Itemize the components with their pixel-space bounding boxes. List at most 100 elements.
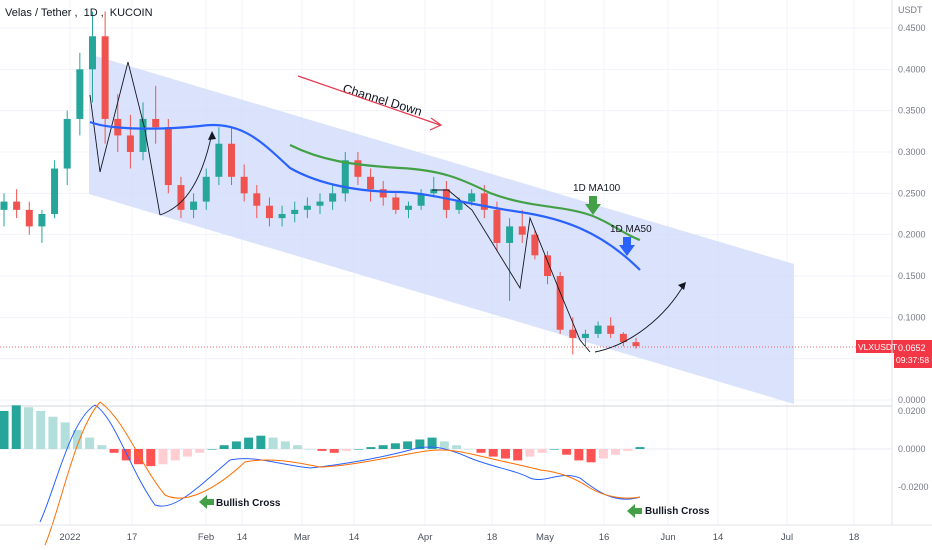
- candle-body: [493, 209, 501, 243]
- macd-histogram-bar: [268, 437, 278, 449]
- macd-histogram-bar: [72, 430, 82, 449]
- candle-body: [139, 118, 147, 152]
- macd-histogram-bar: [195, 449, 205, 453]
- macd-histogram-bar: [525, 449, 535, 457]
- candle-body: [0, 201, 8, 210]
- macd-histogram-bar: [562, 449, 572, 455]
- macd-histogram-bar: [488, 449, 498, 457]
- pair-label: Velas / Tether: [5, 7, 72, 19]
- candle-body: [379, 189, 387, 198]
- candle-body: [88, 36, 96, 70]
- candle-body: [164, 127, 172, 186]
- macd-histogram-bar: [623, 449, 633, 451]
- candle-body: [240, 176, 248, 194]
- candle-body: [607, 325, 615, 334]
- macd-histogram-bar: [48, 416, 58, 449]
- macd-histogram-bar: [134, 449, 144, 465]
- ma100-arrow-icon: [585, 196, 601, 215]
- macd-histogram-bar: [244, 437, 254, 449]
- price-tick-label: 0.4000: [898, 64, 926, 74]
- bullish-cross-arrow-icon-1: [199, 495, 214, 509]
- candle-body: [367, 176, 375, 190]
- macd-histogram-bar: [317, 449, 327, 451]
- macd-histogram-bar: [427, 437, 437, 449]
- price-tick-label: 0.3500: [898, 106, 926, 116]
- candle-body: [316, 201, 324, 206]
- candle-body: [291, 209, 299, 214]
- macd-histogram-bar: [109, 449, 119, 453]
- macd-histogram-bar: [97, 445, 107, 449]
- time-tick-label: May: [536, 532, 554, 543]
- macd-histogram-bar: [598, 449, 608, 459]
- candle-body: [202, 176, 210, 202]
- ma100-line: [289, 144, 641, 242]
- macd-histogram-bar: [366, 447, 376, 449]
- time-tick-label: 14: [713, 532, 724, 543]
- macd-histogram-bar: [403, 441, 413, 449]
- macd-histogram-bar: [500, 449, 510, 459]
- time-tick-label: Mar: [294, 532, 310, 543]
- candle-body: [25, 209, 33, 227]
- candle-body: [594, 325, 602, 334]
- macd-tick-label: 0.0200: [898, 406, 926, 416]
- candle-body: [468, 193, 476, 202]
- candles: [0, 11, 640, 355]
- candle-body: [480, 193, 488, 210]
- ma50-arrow-icon: [619, 237, 635, 256]
- macd-histogram-bar: [329, 449, 339, 453]
- last-price-label: 0.0652: [898, 343, 926, 353]
- ma100-label: 1D MA100: [573, 183, 621, 194]
- ma50-line: [89, 120, 641, 271]
- candle-body: [430, 189, 438, 194]
- macd-histogram-bar: [207, 449, 217, 450]
- macd-histogram-bar: [305, 449, 315, 450]
- zigzag-drawings: [89, 61, 686, 353]
- macd-tick-label: -0.0200: [898, 482, 929, 492]
- price-tick-label: 0.2000: [898, 230, 926, 240]
- macd-histogram-bar: [586, 449, 596, 463]
- time-tick-label: 2022: [59, 532, 80, 543]
- macd-histogram-bar: [464, 449, 474, 450]
- macd-histogram-bar: [60, 422, 70, 449]
- time-tick-label: 16: [599, 532, 610, 543]
- macd-histogram-bar: [11, 405, 21, 449]
- macd-histogram-bar: [439, 441, 449, 449]
- candle-body: [329, 193, 337, 202]
- candle-body: [152, 118, 160, 128]
- exchange-label: KUCOIN: [109, 7, 153, 19]
- time-axis[interactable]: 2022 17 Feb 14 Mar 14 Apr 18 May 16 Jun 14 Jul 18: [59, 532, 859, 543]
- candle-body: [13, 201, 21, 210]
- macd-histogram-bar: [146, 449, 156, 467]
- candle-body: [228, 143, 236, 177]
- macd-histogram-bar: [341, 449, 351, 451]
- chart-title: Velas / Tether, 1D, KUCOIN: [5, 7, 153, 19]
- macd-histogram: [0, 405, 645, 467]
- price-tick-label: 0.1000: [898, 312, 926, 322]
- candle-body: [354, 160, 362, 177]
- time-tick-label: Feb: [198, 532, 214, 543]
- macd-histogram-bar: [354, 449, 364, 450]
- time-tick-label: Jul: [781, 532, 793, 543]
- symbol-badge-label: VLXUSDT: [858, 342, 897, 352]
- price-badge: VLXUSDT 0.0652 09:37:58: [856, 340, 932, 368]
- candle-body: [63, 118, 71, 169]
- candle-body: [101, 36, 109, 119]
- macd-histogram-bar: [476, 449, 486, 453]
- macd-axis[interactable]: 0.0200 0.0000 -0.0200: [898, 406, 929, 492]
- macd-histogram-bar: [219, 445, 229, 449]
- channel-down-area: [89, 54, 794, 404]
- macd-histogram-bar: [121, 449, 131, 461]
- macd-histogram-bar: [280, 441, 290, 449]
- time-tick-label: 14: [349, 532, 360, 543]
- arrowheads: [208, 131, 686, 290]
- price-tick-label: 0.2500: [898, 188, 926, 198]
- candle-body: [569, 329, 577, 338]
- candle-body: [126, 135, 134, 152]
- macd-histogram-bar: [85, 437, 95, 449]
- candle-body: [177, 185, 185, 210]
- candle-body: [619, 333, 627, 343]
- candle-body: [215, 143, 223, 177]
- currency-label: USDT: [898, 5, 923, 15]
- candle-body: [581, 333, 589, 338]
